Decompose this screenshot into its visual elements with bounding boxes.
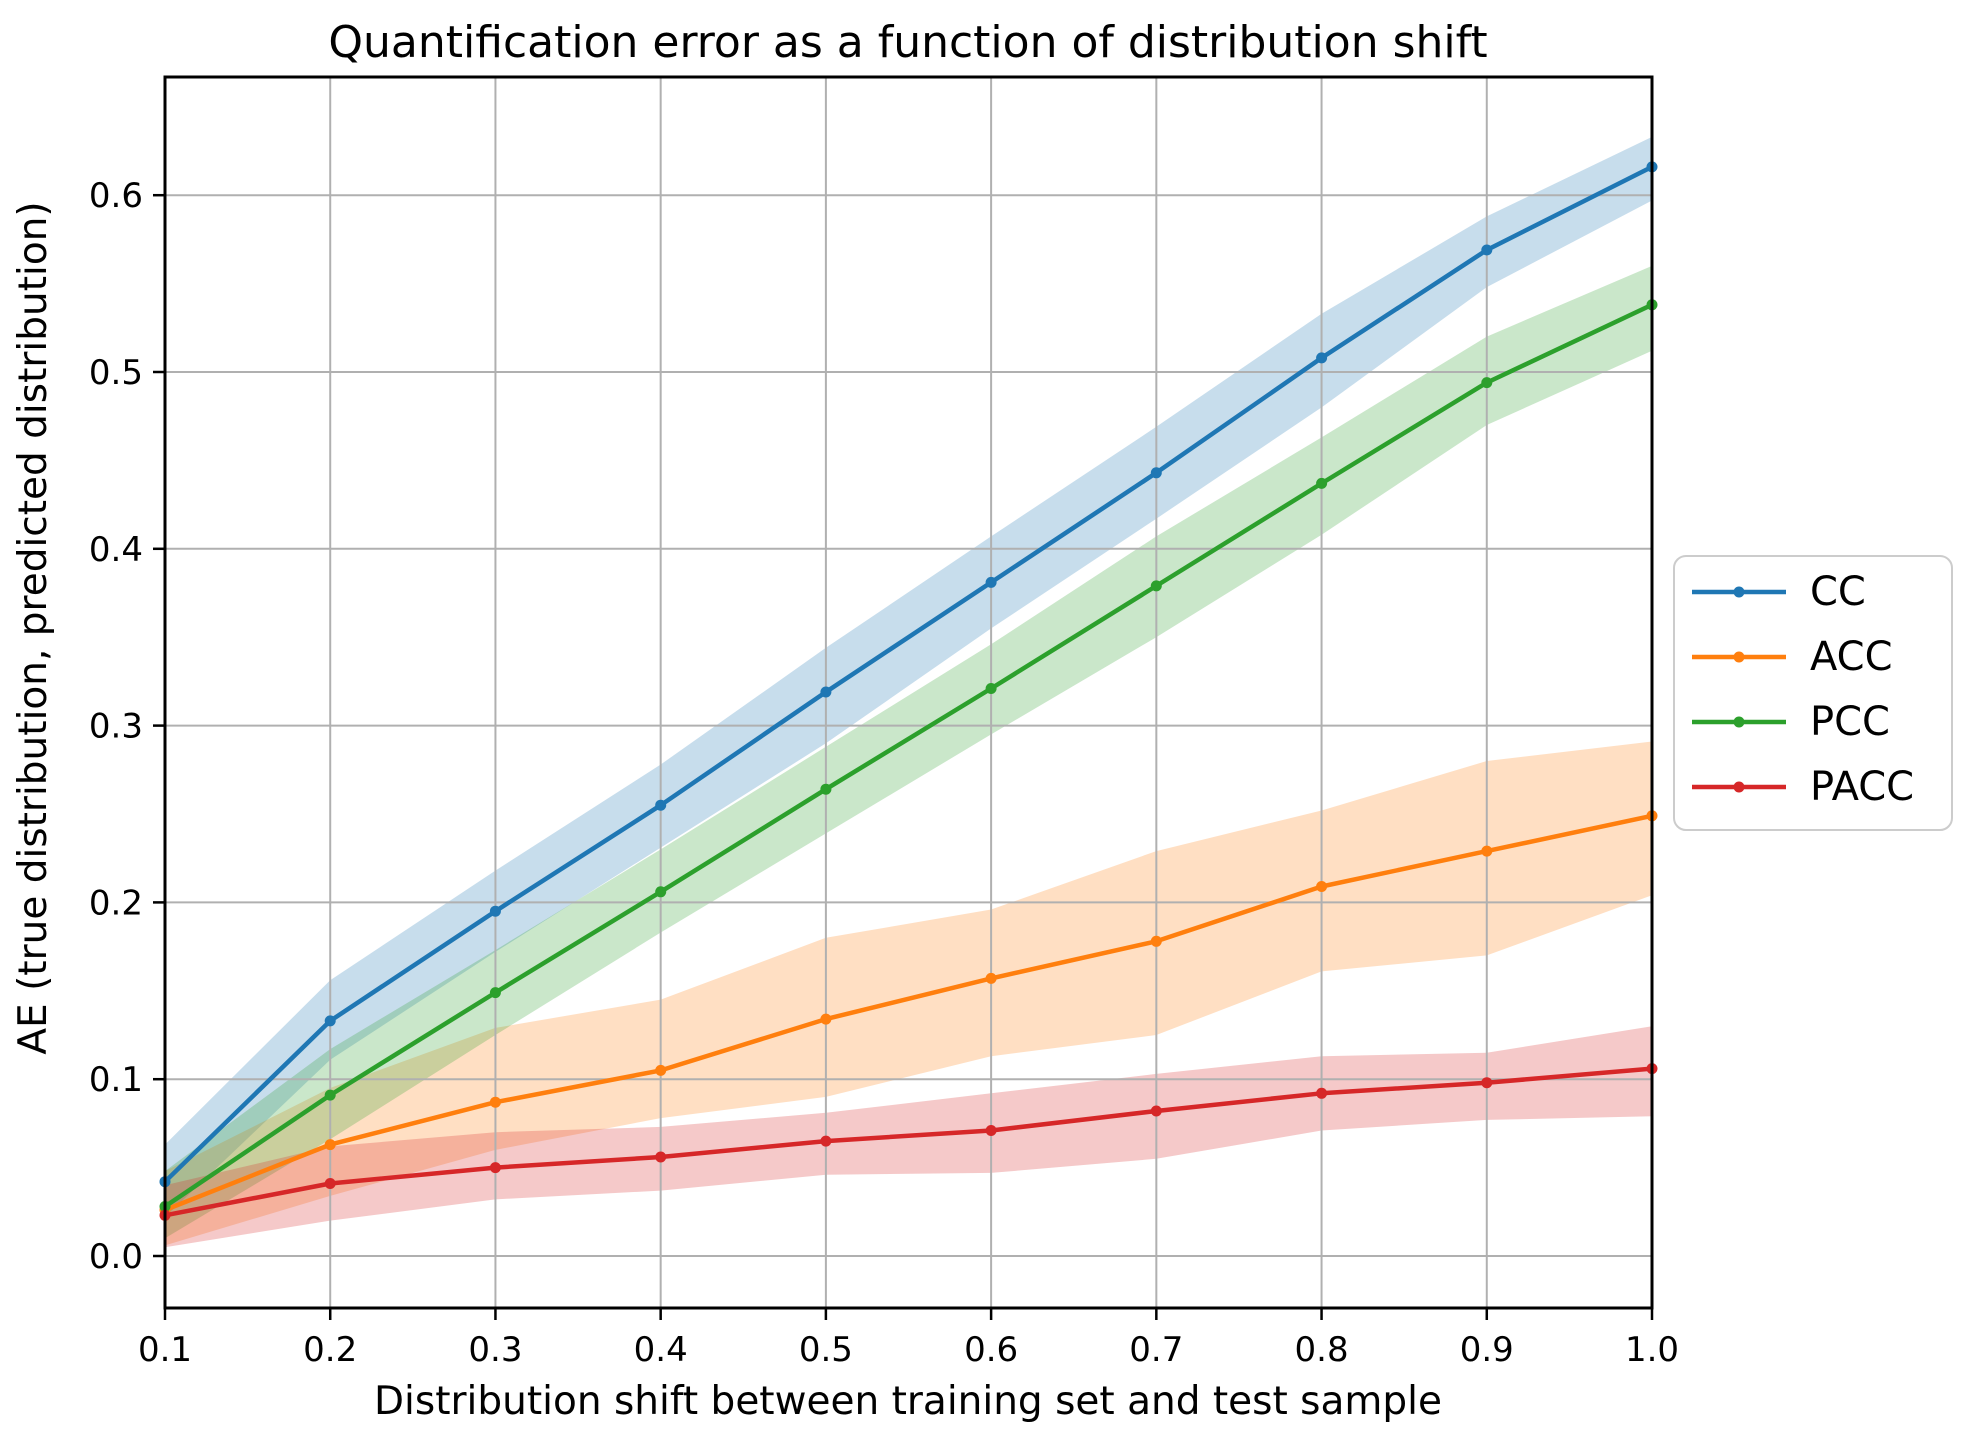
x-tick-label: 0.8 — [1295, 1330, 1349, 1370]
pacc-marker — [985, 1125, 997, 1136]
y-tick-label: 0.2 — [89, 883, 143, 923]
x-tick-label: 0.1 — [138, 1330, 192, 1370]
acc-marker — [820, 1013, 832, 1025]
acc-marker — [489, 1096, 501, 1108]
y-tick-label: 0.4 — [89, 530, 143, 570]
cc-marker — [324, 1015, 336, 1027]
pacc-marker — [1150, 1105, 1162, 1117]
legend-label-pacc: PACC — [1810, 764, 1914, 810]
pcc-marker — [324, 1089, 336, 1101]
pcc-marker — [655, 886, 667, 898]
pcc-marker — [1481, 377, 1493, 389]
y-tick-label: 0.6 — [89, 176, 143, 216]
x-tick-label: 0.9 — [1460, 1330, 1514, 1370]
axis-ticks: 0.1 0.2 0.3 0.4 0.5 0.6 0.7 0.8 0.9 1.0 0.0 0.1 0.2 0… — [89, 176, 1679, 1370]
acc-marker — [324, 1139, 336, 1151]
axes-spines — [163, 75, 1654, 1310]
acc-marker — [1481, 845, 1493, 857]
legend-marker-sample — [1733, 586, 1745, 598]
x-tick-label: 0.3 — [468, 1330, 522, 1370]
x-tick-label: 0.4 — [634, 1330, 688, 1370]
pacc-marker — [820, 1135, 832, 1147]
pcc-marker — [489, 987, 501, 999]
cc-marker — [1481, 244, 1493, 256]
pacc-marker — [1481, 1077, 1493, 1089]
legend-marker-sample — [1733, 781, 1745, 793]
cc-marker — [489, 905, 501, 917]
y-axis-label: AE (true distribution, predicted distrib… — [11, 201, 56, 1054]
cc-marker — [655, 799, 667, 811]
x-tick-label: 0.7 — [1129, 1330, 1183, 1370]
legend-marker-sample — [1733, 716, 1745, 728]
cc-confidence-band — [165, 136, 1652, 1218]
plot-border — [163, 75, 1654, 1310]
pacc-line — [162, 1066, 1655, 1218]
x-tick-label: 1.0 — [1625, 1330, 1679, 1370]
y-tick-label: 0.3 — [89, 707, 143, 747]
cc-line — [162, 164, 1655, 1184]
pcc-marker — [1150, 580, 1162, 592]
x-tick-label: 0.2 — [303, 1330, 357, 1370]
legend-label-acc: ACC — [1810, 634, 1893, 680]
cc-marker — [820, 686, 832, 698]
chart-title: Quantification error as a function of di… — [328, 17, 1487, 68]
cc-marker — [1316, 352, 1328, 364]
x-axis-label: Distribution shift between training set … — [374, 1379, 1442, 1424]
pcc-marker — [985, 683, 997, 694]
legend: CC ACC PCC PACC — [1673, 555, 1953, 831]
data-markers — [159, 161, 1658, 1221]
confidence-bands — [165, 136, 1652, 1248]
legend-label-cc: CC — [1810, 569, 1866, 615]
y-tick-label: 0.0 — [89, 1237, 143, 1277]
pacc-marker — [324, 1178, 336, 1189]
acc-marker — [655, 1064, 667, 1076]
acc-confidence-band — [165, 741, 1652, 1246]
cc-marker — [1150, 467, 1162, 479]
acc-marker — [985, 972, 997, 984]
pacc-marker — [1316, 1087, 1328, 1099]
y-tick-label: 0.5 — [89, 353, 143, 393]
cc-marker — [985, 576, 997, 588]
data-lines — [162, 164, 1655, 1218]
legend-label-pcc: PCC — [1810, 699, 1890, 745]
acc-marker — [1316, 881, 1328, 892]
pacc-marker — [655, 1151, 667, 1163]
x-tick-label: 0.5 — [799, 1330, 853, 1370]
y-tick-label: 0.1 — [89, 1060, 143, 1100]
pacc-marker — [489, 1162, 501, 1174]
pcc-marker — [820, 783, 832, 795]
x-tick-label: 0.6 — [964, 1330, 1018, 1370]
legend-marker-sample — [1733, 651, 1745, 663]
legend-box — [1673, 555, 1953, 831]
acc-line — [162, 813, 1655, 1213]
acc-marker — [1150, 935, 1162, 947]
pcc-marker — [1316, 477, 1328, 489]
pcc-line — [162, 302, 1655, 1209]
